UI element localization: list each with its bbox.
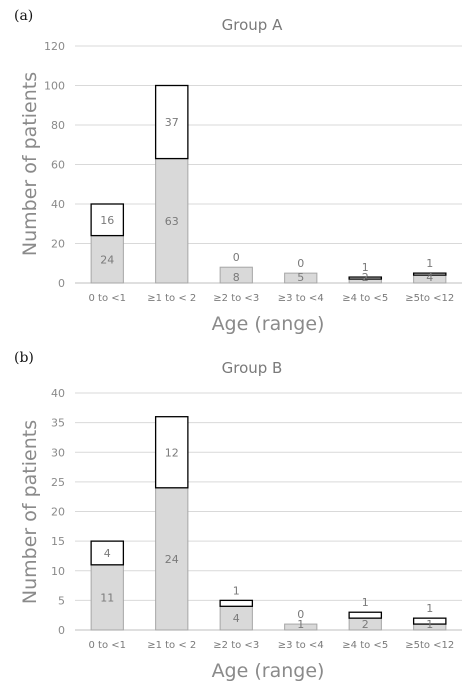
- data-label-lower-b: 4: [233, 612, 240, 625]
- y-tick-label-a: 100: [44, 80, 65, 93]
- data-label-lower-b: 1: [297, 618, 304, 631]
- data-label-lower-b: 24: [165, 553, 179, 566]
- data-label-upper-a: 1: [362, 261, 369, 274]
- categories-a: 0 to <1 ≥1 to < 2 ≥2 to <3 ≥3 to <4 ≥4 to <5…: [89, 293, 455, 304]
- x-axis-title-a: Age (range): [212, 313, 325, 335]
- x-category-label-b: ≥1 to < 2: [147, 640, 196, 651]
- data-label-lower-a: 63: [165, 215, 179, 228]
- x-category-label-b: ≥4 to <5: [342, 640, 388, 651]
- y-tick-label-b: 0: [58, 624, 65, 637]
- bar-upper-b: [348, 611, 383, 619]
- bar-upper-b: [412, 617, 447, 625]
- x-axis-title-b: Age (range): [212, 660, 325, 682]
- y-tick-label-b: 20: [51, 506, 65, 519]
- chart-title-b: Group B: [222, 359, 283, 377]
- bar-upper-b: [90, 540, 125, 566]
- x-category-label-a: ≥2 to <3: [213, 293, 259, 304]
- data-label-upper-a: 0: [297, 257, 304, 270]
- bar-lower-b: [284, 623, 318, 631]
- y-tick-label-a: 0: [58, 277, 65, 290]
- data-label-lower-a: 4: [426, 271, 433, 284]
- x-category-label-b: ≥2 to <3: [213, 640, 259, 651]
- y-tick-label-a: 80: [51, 119, 65, 132]
- panel-group-b: (b) Group B Number of patients Age (rang…: [14, 350, 462, 682]
- bar-lower-b: [90, 564, 124, 631]
- panel-label-a: (a): [14, 8, 33, 24]
- y-tick-label-b: 15: [51, 535, 65, 548]
- y-tick-label-b: 35: [51, 417, 65, 430]
- bar-upper-a: [412, 272, 447, 276]
- panel-label-b: (b): [14, 350, 34, 366]
- panel-group-a: (a) Group A Number of patients Age (rang…: [14, 8, 462, 335]
- y-tick-label-b: 30: [51, 446, 65, 459]
- y-tick-label-b: 40: [51, 387, 65, 400]
- x-category-label-b: ≥5to <12: [405, 640, 454, 651]
- data-label-upper-b: 12: [165, 446, 179, 459]
- grid-a: [75, 45, 462, 284]
- y-tick-label-a: 40: [51, 198, 65, 211]
- data-label-upper-a: 37: [165, 116, 179, 129]
- data-label-upper-a: 1: [426, 257, 433, 270]
- data-label-lower-b: 2: [362, 618, 369, 631]
- y-tick-label-b: 5: [58, 594, 65, 607]
- y-axis-title-b: Number of patients: [19, 420, 41, 604]
- y-ticks-a: 0 20 40 60 80 100 120: [44, 40, 65, 290]
- y-tick-label-a: 60: [51, 159, 65, 172]
- bar-upper-a: [348, 276, 383, 280]
- grid-b: [75, 392, 462, 631]
- x-category-label-a: ≥1 to < 2: [147, 293, 196, 304]
- bar-lower-a: [219, 266, 253, 284]
- data-label-lower-a: 5: [297, 271, 304, 284]
- data-label-upper-b: 0: [297, 608, 304, 621]
- data-label-lower-a: 24: [100, 253, 114, 266]
- bar-upper-a: [90, 203, 125, 237]
- data-label-upper-a: 16: [100, 214, 114, 227]
- y-tick-label-b: 10: [51, 565, 65, 578]
- x-category-label-a: 0 to <1: [89, 293, 127, 304]
- x-category-label-a: ≥5to <12: [405, 293, 454, 304]
- data-label-upper-a: 0: [233, 251, 240, 264]
- x-category-label-b: 0 to <1: [89, 640, 127, 651]
- y-tick-label-a: 20: [51, 238, 65, 251]
- bar-upper-a: [154, 84, 189, 160]
- data-label-upper-b: 1: [233, 584, 240, 597]
- data-label-lower-b: 1: [426, 618, 433, 631]
- y-tick-label-b: 25: [51, 476, 65, 489]
- categories-b: 0 to <1 ≥1 to < 2 ≥2 to <3 ≥3 to <4 ≥4 to <5…: [89, 640, 455, 651]
- bar-upper-b: [154, 416, 189, 489]
- data-label-upper-b: 4: [104, 547, 111, 560]
- data-label-lower-a: 8: [233, 271, 240, 284]
- chart-title-a: Group A: [222, 16, 283, 34]
- bar-lower-a: [284, 272, 318, 284]
- y-tick-label-a: 120: [44, 40, 65, 53]
- x-category-label-a: ≥3 to <4: [278, 293, 324, 304]
- bar-upper-b: [219, 599, 254, 607]
- y-axis-title-a: Number of patients: [19, 72, 41, 256]
- data-label-upper-b: 1: [426, 602, 433, 615]
- x-category-label-b: ≥3 to <4: [278, 640, 324, 651]
- bar-lower-a: [155, 158, 189, 284]
- y-ticks-b: 0 5 10 15 20 25 30 35 40: [51, 387, 65, 637]
- data-label-upper-b: 1: [362, 596, 369, 609]
- x-category-label-a: ≥4 to <5: [342, 293, 388, 304]
- bar-lower-a: [90, 235, 124, 284]
- data-label-lower-b: 11: [100, 591, 114, 604]
- data-label-lower-a: 2: [362, 271, 369, 284]
